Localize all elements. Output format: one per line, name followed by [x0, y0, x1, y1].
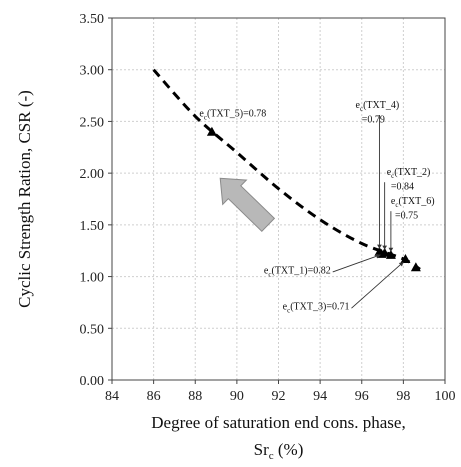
annotation-arrowhead [382, 245, 388, 250]
y-tick-label: 1.00 [80, 271, 105, 286]
x-tick-label: 92 [272, 389, 286, 404]
annotation-label: ec(TXT_1)=0.82 [264, 265, 331, 278]
data-point-marker [400, 253, 411, 263]
annotations: ec(TXT_5)=0.78 ec(TXT_4)=0.79 ec(TXT_2) =0.… [199, 100, 434, 315]
x-axis-title-line1: Degree of saturation end cons. phase, [151, 413, 405, 432]
x-tick-label: 94 [313, 389, 327, 404]
trend-direction-arrow [219, 177, 276, 233]
annotation-label: ec(TXT_2) [387, 167, 431, 180]
annotation-label: =0.79 [362, 114, 385, 125]
annotation-arrowhead [388, 247, 394, 252]
x-tick-label: 84 [105, 389, 119, 404]
data-point-marker [385, 249, 396, 259]
y-tick-label: 3.50 [80, 12, 105, 27]
x-tick-label: 96 [355, 389, 369, 404]
annotation-label: ec(TXT_3)=0.71 [283, 302, 350, 315]
x-axis-title-line2: Src (%) [254, 440, 304, 462]
y-tick-label: 1.50 [80, 219, 105, 234]
x-tick-label: 86 [147, 389, 161, 404]
x-tick-label: 88 [188, 389, 202, 404]
data-point-marker [410, 262, 421, 272]
x-tick-label: 100 [435, 389, 456, 404]
x-tick-label: 90 [230, 389, 244, 404]
annotation-arrowhead [398, 262, 404, 267]
data-point-marker [206, 126, 217, 136]
x-tick-label: 98 [396, 389, 410, 404]
annotation-label: ec(TXT_6) [391, 196, 435, 209]
y-tick-label: 0.50 [80, 322, 105, 337]
y-axis-title: Cyclic Strength Ration, CSR (-) [15, 90, 34, 308]
annotation-label: =0.75 [395, 211, 418, 222]
data-points [206, 126, 421, 272]
x-axis-ticks: 84 86 88 90 92 94 96 98 100 [105, 380, 456, 404]
annotation-arrowhead [377, 244, 382, 249]
annotation-label: ec(TXT_4) [356, 100, 400, 113]
annotation-arrowhead [375, 253, 381, 259]
annotation-leader-line [332, 254, 381, 273]
annotation-leader-line [351, 261, 404, 309]
direction-arrow [219, 177, 276, 233]
y-axis-ticks: 0.00 0.50 1.00 1.50 2.00 2.50 3.00 3.50 [80, 12, 112, 389]
y-tick-label: 3.00 [80, 64, 105, 79]
y-tick-label: 0.00 [80, 374, 105, 389]
annotation-label: ec(TXT_5)=0.78 [199, 108, 266, 121]
annotation-label: =0.84 [391, 182, 414, 193]
trend-curve [152, 68, 421, 271]
y-tick-label: 2.50 [80, 115, 105, 130]
y-tick-label: 2.00 [80, 167, 105, 182]
